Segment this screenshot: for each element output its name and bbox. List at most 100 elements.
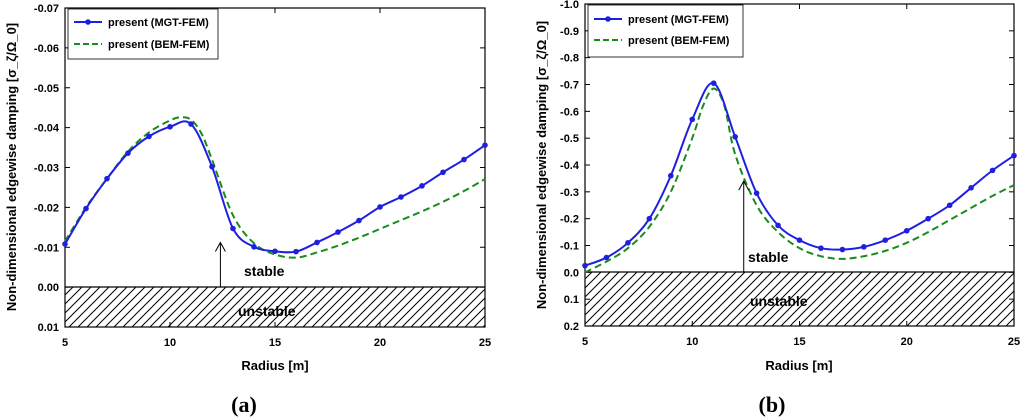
- y-tick-label: 0.2: [564, 321, 579, 333]
- stable-region-hatch: [65, 287, 485, 327]
- series-bem-fem: [64, 116, 486, 259]
- data-point-mgt: [968, 185, 974, 191]
- x-tick-label: 20: [374, 337, 386, 349]
- data-point-mgt: [710, 80, 717, 86]
- data-point-mgt: [461, 156, 467, 163]
- x-axis-label: Radius [m]: [765, 358, 832, 373]
- data-point-mgt: [861, 244, 867, 250]
- data-point-mgt: [903, 227, 910, 234]
- stable-arrow: [214, 241, 226, 288]
- stable-label: stable: [748, 249, 789, 265]
- unstable-label: unstable: [750, 293, 808, 309]
- data-point-mgt: [839, 246, 846, 253]
- x-tick-label: 20: [901, 336, 913, 348]
- stable-region-hatch: [585, 272, 1014, 326]
- data-point-mgt: [272, 248, 278, 255]
- chart-panel-b: 0.2 0.1 0.0 -0.1 -0.2 -0.3 -0.4 -0.5 -0.6 -0.7 -0.…: [534, 0, 1020, 417]
- series-mgt-fem: [62, 120, 488, 255]
- data-point-mgt: [167, 124, 173, 130]
- x-tick-label: 5: [582, 336, 588, 348]
- data-point-mgt: [732, 134, 738, 140]
- y-tick-label: -0.8: [560, 53, 579, 65]
- series-mgt-fem: [582, 80, 1017, 269]
- unstable-label: unstable: [238, 303, 296, 319]
- x-tick-label: 25: [1008, 336, 1020, 348]
- data-point-mgt: [293, 248, 299, 255]
- data-point-mgt: [1011, 152, 1017, 159]
- arrow-head: [738, 180, 750, 191]
- series-line-bem: [584, 87, 1015, 274]
- legend: present (MGT-FEM) present (BEM-FEM): [67, 8, 219, 60]
- series-line-bem: [64, 116, 486, 259]
- data-point-mgt: [818, 245, 824, 251]
- y-axis-ticks: 0.2 0.1 0.0 -0.1 -0.2 -0.3 -0.4 -0.5 -0.6 -0.7 -0.…: [560, 0, 1014, 333]
- y-tick-label: 0.01: [38, 322, 59, 334]
- data-point-mgt: [925, 215, 931, 222]
- data-point-mgt: [62, 241, 68, 247]
- y-tick-label: 0.0: [564, 267, 579, 279]
- x-axis-ticks: 5 10 15 20 25: [582, 4, 1020, 348]
- legend: present (MGT-FEM) present (BEM-FEM): [587, 4, 744, 58]
- y-tick-label: -0.03: [34, 163, 59, 175]
- data-point-mgt: [377, 204, 383, 210]
- y-tick-label: -0.7: [560, 80, 579, 92]
- data-point-mgt: [946, 202, 953, 209]
- data-point-mgt: [882, 237, 889, 243]
- data-point-mgt: [398, 194, 404, 200]
- chart-panel-a: 0.01 0.00 -0.01 -0.02 -0.03 -0.04 -0.05 -0.06 -0…: [4, 3, 491, 417]
- y-tick-label: -0.2: [560, 214, 579, 226]
- legend-label-bem: present (BEM-FEM): [108, 39, 210, 51]
- data-point-mgt: [104, 175, 110, 182]
- x-axis-ticks: 5 10 15 20 25: [62, 8, 491, 349]
- data-point-mgt: [668, 172, 674, 179]
- data-point-mgt: [188, 121, 194, 127]
- x-tick-label: 10: [164, 337, 176, 349]
- y-tick-label: -1.0: [560, 0, 579, 11]
- legend-label-mgt: present (MGT-FEM): [628, 14, 729, 26]
- data-point-mgt: [689, 116, 696, 123]
- legend-label-bem: present (BEM-FEM): [628, 35, 730, 47]
- data-point-mgt: [753, 190, 760, 196]
- y-axis-label: Non-dimensional edgewise damping [σ_ζ/Ω_…: [4, 23, 19, 311]
- legend-box: [587, 4, 744, 58]
- data-point-mgt: [440, 169, 446, 176]
- x-axis-label: Radius [m]: [241, 358, 308, 373]
- y-tick-label: -0.02: [34, 202, 59, 214]
- legend-marker-mgt: [605, 16, 611, 22]
- y-tick-label: 0.00: [38, 282, 59, 294]
- data-point-mgt: [582, 262, 588, 269]
- data-point-mgt: [356, 217, 362, 224]
- legend-box: [67, 8, 219, 60]
- legend-marker-mgt: [85, 19, 91, 25]
- y-tick-label: -0.07: [34, 3, 59, 15]
- x-tick-label: 15: [269, 337, 281, 349]
- y-tick-label: -0.01: [34, 242, 59, 254]
- legend-label-mgt: present (MGT-FEM): [108, 17, 209, 29]
- data-point-mgt: [125, 150, 131, 156]
- y-tick-label: -0.6: [560, 106, 579, 118]
- y-tick-label: -0.1: [560, 241, 579, 253]
- x-tick-label: 5: [62, 337, 68, 349]
- panel-caption-a: (a): [231, 392, 257, 417]
- data-point-mgt: [146, 133, 152, 140]
- x-tick-label: 15: [793, 336, 805, 348]
- x-tick-label: 25: [479, 337, 491, 349]
- y-tick-label: -0.5: [560, 133, 579, 145]
- data-point-mgt: [625, 240, 631, 246]
- stable-arrow: [738, 180, 750, 273]
- x-tick-label: 10: [686, 336, 698, 348]
- y-tick-label: -0.3: [560, 187, 579, 199]
- y-axis-label: Non-dimensional edgewise damping [σ_ζ/Ω_…: [534, 21, 549, 309]
- y-tick-label: -0.4: [560, 160, 580, 172]
- data-point-mgt: [209, 163, 215, 170]
- panel-caption-b: (b): [759, 392, 786, 417]
- data-point-mgt: [482, 142, 488, 148]
- data-point-mgt: [83, 205, 89, 212]
- data-point-mgt: [251, 244, 257, 250]
- stable-label: stable: [244, 263, 285, 279]
- data-point-mgt: [419, 183, 425, 189]
- y-tick-label: -0.05: [34, 83, 59, 95]
- y-tick-label: -0.06: [34, 43, 59, 55]
- data-point-mgt: [989, 167, 996, 174]
